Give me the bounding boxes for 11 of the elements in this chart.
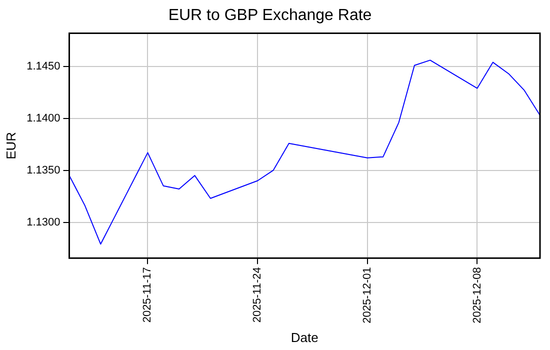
chart-title: EUR to GBP Exchange Rate: [168, 7, 372, 24]
y-tick-label: 1.1300: [26, 216, 60, 228]
x-axis-title: Date: [290, 330, 318, 345]
y-axis-title: EUR: [3, 132, 18, 160]
x-tick-label: 2025-11-17: [142, 267, 154, 323]
y-tick-label: 1.1400: [26, 112, 60, 124]
x-tick-label: 2025-12-01: [361, 267, 374, 324]
x-tick-label: 2025-12-08: [471, 267, 484, 324]
y-tick-label: 1.1350: [26, 164, 60, 176]
y-tick-label: 1.1450: [26, 60, 60, 72]
x-tick-label: 2025-11-24: [252, 267, 264, 323]
